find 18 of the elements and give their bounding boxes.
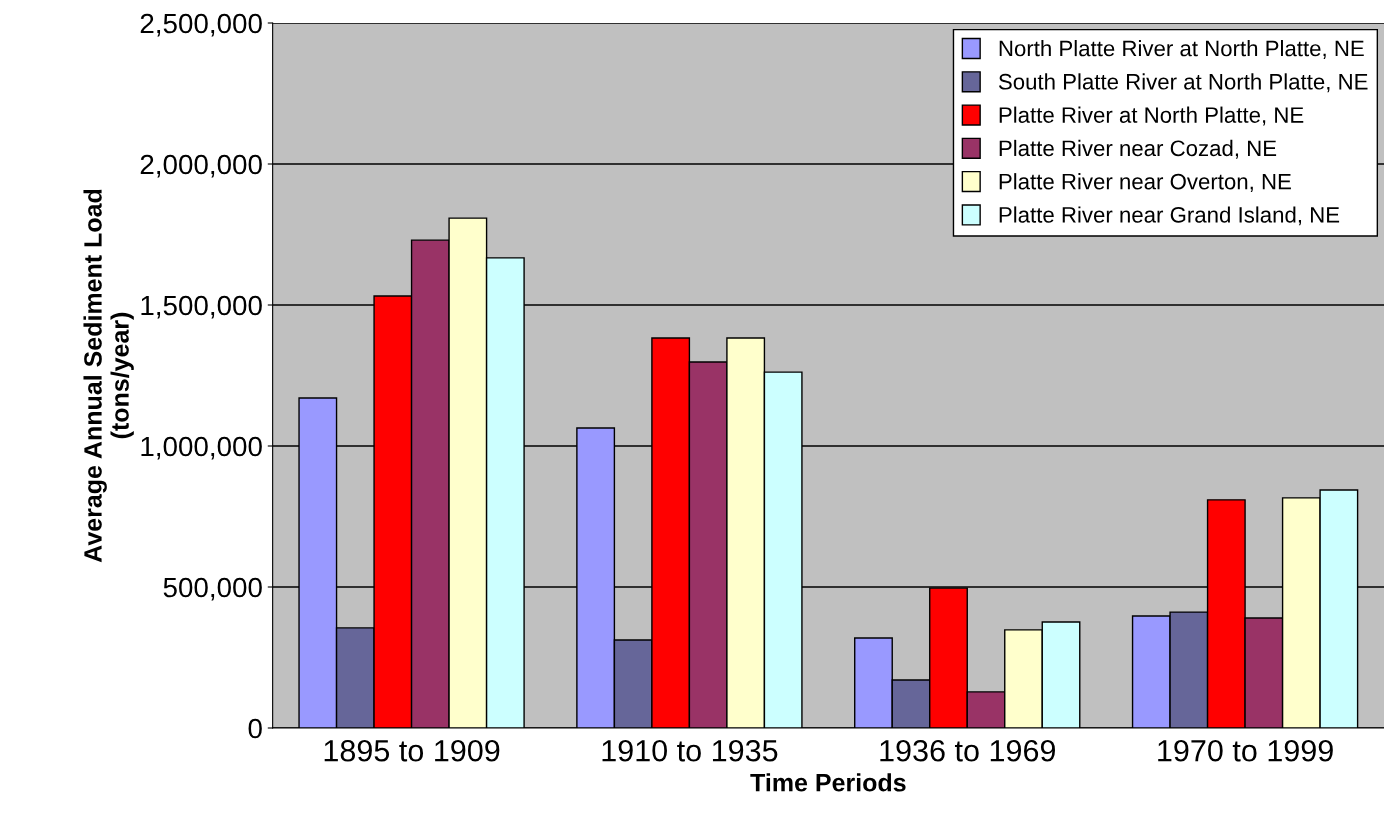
y-tick-label: 1,000,000 xyxy=(141,436,262,460)
y-tick-label: 2,000,000 xyxy=(140,154,262,178)
y-tick-label: 0 xyxy=(248,718,262,739)
y-tick-label: 1,500,000 xyxy=(141,295,262,319)
y-tick-label: 500,000 xyxy=(163,577,262,601)
legend-label: North Platte River at North Platte, NE xyxy=(999,40,1364,59)
x-tick-label: 1895 to 1909 xyxy=(324,739,500,762)
y-tick-label: 2,500,000 xyxy=(140,13,262,37)
legend-label: Platte River near Cozad, NE xyxy=(999,139,1277,159)
x-tick-label: 1910 to 1935 xyxy=(602,739,778,762)
y-axis-title: Average Annual Sediment Load (tons/year) xyxy=(83,189,134,563)
legend-label: Platte River at North Platte, NE xyxy=(999,106,1304,126)
x-axis-title: Time Periods xyxy=(750,773,906,792)
legend-label: South Platte River at North Platte, NE xyxy=(998,73,1368,93)
legend-label: Platte River near Grand Island, NE xyxy=(999,206,1340,226)
x-tick-label: 1936 to 1969 xyxy=(880,739,1056,762)
legend-label: Platte River near Overton, NE xyxy=(999,173,1291,193)
x-tick-label: 1970 to 1999 xyxy=(1158,739,1333,762)
